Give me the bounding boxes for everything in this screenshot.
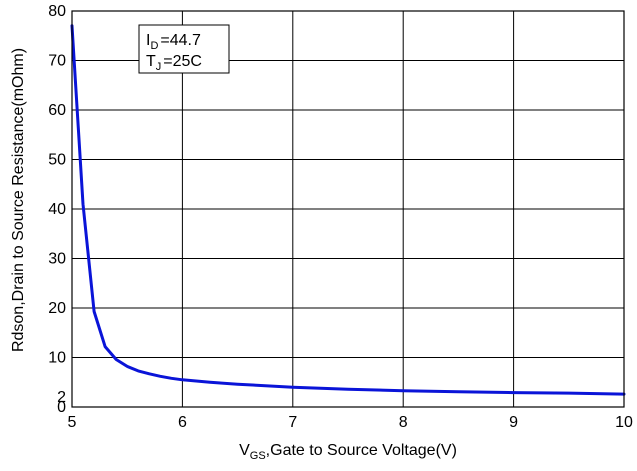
x-tick-label: 9 (509, 414, 518, 431)
x-tick-label: 8 (399, 414, 408, 431)
conditions-legend: ID =44.7 TJ =25C (138, 24, 230, 74)
tick-labels: 5 6 7 8 9 10 02 10 20 30 40 50 60 70 80 (48, 3, 633, 431)
y-tick-label: 2 (57, 389, 66, 406)
legend-line-drain-current: ID =44.7 (146, 32, 201, 52)
y-tick-label: 70 (48, 53, 66, 70)
rdson-curve (70, 24, 626, 396)
y-tick-label: 0 (57, 399, 66, 416)
legend-line-junction-temp: TJ =25C (146, 53, 202, 73)
y-axis-title: Rdson,Drain to Source Resistance(mOhm) (10, 48, 27, 352)
x-tick-label: 6 (178, 414, 187, 431)
y-tick-label: 60 (48, 102, 66, 119)
plot-frame (71, 10, 625, 408)
y-tick-label: 80 (48, 3, 66, 20)
x-tick-label: 10 (615, 414, 633, 431)
grid-lines (72, 11, 624, 407)
x-tick-label: 7 (288, 414, 297, 431)
series-layer (70, 24, 626, 396)
legend-box (138, 24, 230, 74)
x-tick-label: 5 (68, 414, 77, 431)
y-tick-label: 20 (48, 300, 66, 317)
y-tick-label: 50 (48, 152, 66, 169)
y-tick-label: 30 (48, 251, 66, 268)
y-tick-label: 10 (48, 350, 66, 367)
x-axis-title: VGS,Gate to Source Voltage(V) (239, 442, 457, 462)
y-tick-label: 40 (48, 201, 66, 218)
